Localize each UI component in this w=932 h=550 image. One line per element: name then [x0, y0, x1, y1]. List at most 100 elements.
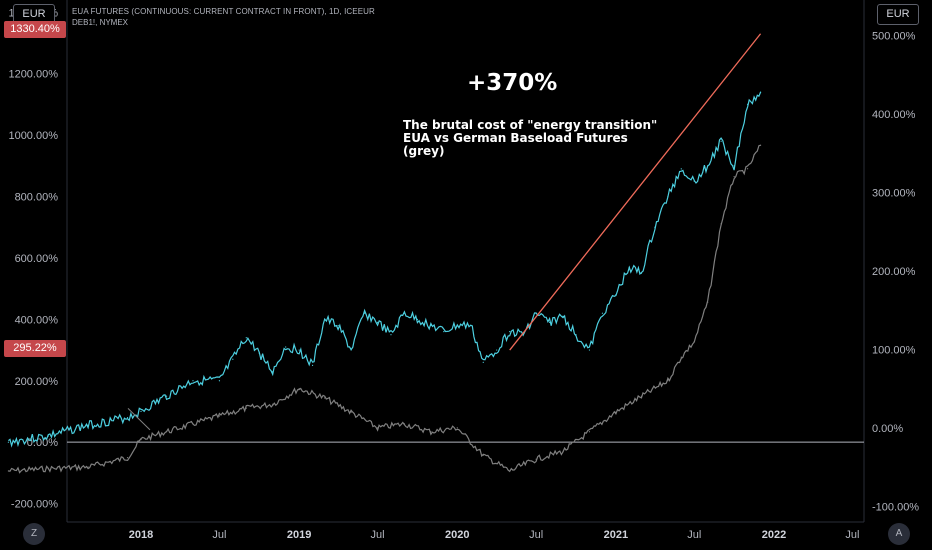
right-price-axis: 500.00% 400.00% 300.00% 200.00% 100.00% 0.00%…: [872, 30, 919, 513]
grey-series-point: [165, 431, 168, 433]
eua-series-point: [601, 312, 604, 314]
left-tick-label: 1000.00%: [8, 130, 58, 142]
eua-series: [7, 91, 762, 448]
eua-series-point: [7, 441, 10, 443]
trend-line-segment[interactable]: [509, 33, 762, 351]
eua-series-point: [430, 324, 432, 327]
zoom-button[interactable]: Z: [23, 523, 45, 545]
eua-series-point: [482, 361, 484, 363]
eua-series-point: [680, 168, 682, 170]
annotation-percent: +370%: [467, 70, 558, 96]
eua-series-point: [47, 435, 49, 437]
left-price-axis: 1400.00%1200.00%1000.00%800.00%600.00%40…: [8, 7, 58, 510]
eua-series-point: [324, 318, 326, 320]
eua-series-point: [588, 349, 591, 351]
eua-series-point: [192, 380, 194, 382]
right-tick-label: 100.00%: [872, 344, 916, 356]
eua-series-point: [218, 380, 221, 382]
x-tick-label: Jul: [845, 529, 859, 541]
right-tick-label: -100.00%: [872, 501, 919, 513]
grey-series-point: [720, 223, 722, 225]
grey-series-point: [218, 415, 221, 417]
eua-series-point: [746, 103, 749, 105]
grey-series-point: [245, 407, 247, 409]
eua-series-point: [363, 312, 366, 314]
last-price-badge-eua: 1330.40%: [4, 21, 66, 38]
eua-series-point: [403, 312, 406, 314]
x-tick-label: 2021: [604, 529, 628, 541]
eua-series-point: [548, 321, 551, 324]
eua-series-point: [337, 324, 339, 327]
eua-series-point: [615, 294, 617, 296]
grey-series-point: [350, 411, 352, 413]
left-tick-label: 1200.00%: [8, 69, 58, 81]
eua-series-point: [272, 370, 274, 373]
eua-series-point: [245, 337, 247, 339]
chart-title: EUA FUTURES (CONTINUOUS: CURRENT CONTRAC…: [72, 7, 375, 16]
left-currency-button[interactable]: EUR: [13, 4, 55, 25]
eua-series-point: [376, 321, 379, 324]
x-tick-label: 2018: [129, 529, 153, 541]
grey-series-point: [562, 450, 564, 452]
eua-series-point: [456, 324, 458, 327]
left-tick-label: 600.00%: [15, 253, 59, 265]
grey-series-point: [456, 427, 458, 429]
grey-series-point: [640, 395, 643, 398]
annotation-line-1: The brutal cost of "energy transition": [403, 118, 658, 132]
annotation-line-3: (grey): [403, 144, 445, 158]
grey-series-german-baseload: [7, 144, 762, 474]
eua-series-point: [720, 140, 722, 142]
right-tick-label: 400.00%: [872, 109, 916, 121]
grey-series-point: [509, 470, 511, 472]
eua-series-point: [640, 272, 643, 274]
grey-series-point: [298, 387, 300, 390]
eua-series-point: [311, 364, 314, 366]
grey-series-point: [733, 176, 735, 178]
right-tick-label: 200.00%: [872, 266, 916, 278]
grey-series-point: [376, 427, 379, 429]
annotation-text: The brutal cost of "energy transition" E…: [403, 118, 658, 158]
x-tick-label: Jul: [687, 529, 701, 541]
grey-series-point: [588, 431, 591, 433]
eua-series-point: [443, 331, 445, 333]
eua-series-point: [232, 358, 234, 360]
eua-series-point: [707, 165, 709, 167]
eua-series-point: [126, 417, 129, 419]
eua-series-point: [350, 349, 352, 351]
grey-series-point: [7, 470, 10, 472]
grey-series-point: [47, 468, 49, 470]
eua-series-point: [693, 180, 695, 182]
grey-series-point: [680, 356, 682, 358]
eua-series-point: [258, 352, 260, 354]
eua-series-point: [496, 349, 498, 351]
grey-series-point: [667, 380, 669, 382]
x-tick-label: Jul: [529, 529, 543, 541]
right-currency-button[interactable]: EUR: [877, 4, 919, 25]
grey-series-point: [140, 438, 142, 441]
eua-series-point: [535, 312, 537, 314]
eua-series-point: [87, 424, 89, 426]
left-tick-label: 200.00%: [15, 376, 59, 388]
annotation-line-2: EUA vs German Baseload Futures: [403, 131, 628, 145]
grey-series-point: [759, 144, 762, 146]
eua-series-point: [140, 410, 142, 413]
grey-series-point: [482, 454, 484, 456]
compare-symbol: DEB1!, NYMEX: [72, 18, 129, 27]
grey-series-point: [126, 457, 129, 459]
grey-series-line: [8, 144, 761, 474]
auto-scale-button[interactable]: A: [888, 523, 910, 545]
eua-series-point: [733, 165, 735, 167]
trend-line: [127, 33, 762, 431]
eua-series-point: [667, 195, 669, 198]
eua-series-point: [509, 331, 511, 333]
grey-series-point: [324, 397, 326, 399]
x-tick-label: 2022: [762, 529, 786, 541]
eua-series-point: [165, 395, 168, 397]
right-tick-label: 300.00%: [872, 187, 916, 199]
eua-series-point: [575, 334, 577, 336]
right-tick-label: 0.00%: [872, 423, 903, 435]
grey-series-point: [693, 340, 695, 343]
eua-series-point: [759, 91, 762, 93]
grey-series-point: [707, 301, 709, 303]
